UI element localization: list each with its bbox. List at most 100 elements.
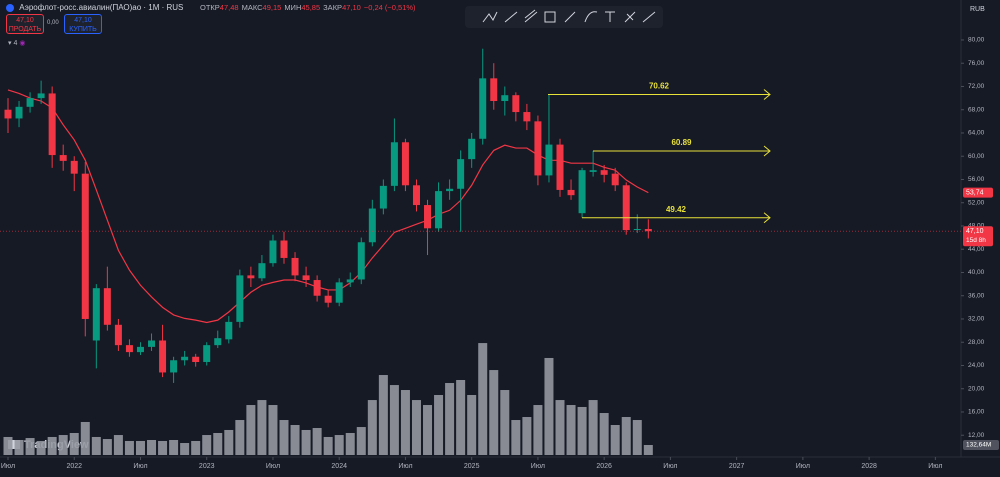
candle-body [545, 144, 553, 176]
countdown: 15d 8h [966, 237, 986, 244]
volume-bar [268, 405, 278, 455]
candle-body [501, 95, 509, 102]
candle-body [291, 257, 299, 276]
tool-text[interactable] [605, 11, 615, 22]
candle-body [4, 109, 12, 119]
ohlc-value: 49,15 [262, 3, 282, 12]
annotation-label: 60.89 [671, 138, 692, 147]
volume-bar [257, 400, 267, 455]
candle-body [633, 229, 641, 231]
candle-body [81, 173, 89, 319]
volume-bar [577, 406, 587, 455]
y-tick-label: 44,00 [968, 246, 985, 253]
volume-bar [621, 417, 631, 455]
candle-body [335, 282, 343, 303]
candle-body [236, 275, 244, 322]
symbol: Аэрофлот-росс.авиалин(ПАО)ао · 1М · RUS [19, 3, 184, 12]
candle-body [446, 188, 454, 192]
x-tick-label: 2024 [331, 463, 347, 470]
tool-line[interactable] [504, 11, 518, 23]
candle-body [424, 205, 432, 229]
volume-bar [102, 439, 112, 455]
volume-bar [500, 390, 510, 455]
candle-body [611, 173, 619, 186]
sell-button[interactable]: 47,10 ПРОДАТЬ [6, 14, 44, 34]
candle-body [92, 288, 100, 341]
y-tick-label: 72,00 [968, 83, 985, 90]
tool-channel[interactable] [524, 9, 538, 23]
y-tick-label: 60,00 [968, 153, 985, 160]
buy-button[interactable]: 47,10 КУПИТЬ [64, 14, 102, 34]
candle-body [390, 142, 398, 186]
candle-body [567, 189, 575, 196]
tool-curve[interactable] [584, 11, 598, 23]
y-tick-label: 24,00 [968, 362, 985, 369]
volume-bar [588, 400, 598, 455]
volume-bar [411, 400, 421, 455]
volume-bar [169, 439, 179, 455]
volume-bar [566, 405, 576, 455]
volume-bar [80, 421, 90, 455]
tool-brush[interactable] [564, 11, 576, 23]
volume-bar [434, 394, 444, 455]
y-tick-label: 36,00 [968, 292, 985, 299]
annotation-arrow [763, 212, 771, 224]
candle-body [280, 240, 288, 258]
volume-bar [367, 400, 377, 455]
volume-bar [445, 383, 455, 455]
candle-body [258, 263, 266, 279]
candle-body [578, 170, 586, 214]
tool-measure[interactable] [624, 11, 636, 23]
drawing-toolbar [465, 6, 663, 28]
candle-body [125, 345, 133, 353]
y-tick-label: 80,00 [968, 37, 985, 44]
candle-body [269, 240, 277, 264]
ohlc-key: МАКС [241, 3, 263, 12]
volume-bar [202, 435, 212, 455]
x-tick-label: 2027 [729, 463, 745, 470]
ohlc-key: ЗАКР [323, 3, 343, 12]
volume-bar [3, 436, 13, 455]
candle-body [225, 321, 233, 340]
volume-bar [345, 432, 355, 455]
tool-path[interactable] [482, 11, 498, 23]
volume-bar [389, 385, 399, 455]
candle-body [114, 324, 122, 346]
volume-bar [610, 424, 620, 455]
volume-bar [25, 438, 35, 455]
volume-bar [213, 432, 223, 455]
ma-value-box [963, 187, 993, 198]
y-tick-label: 16,00 [968, 409, 985, 416]
volume-bar [478, 343, 488, 455]
indicators-toggle[interactable]: ▾ 4 ◉ [8, 40, 26, 47]
candle-body [490, 78, 498, 102]
ohlc-value: −0,24 (−0,51%) [363, 3, 416, 12]
volume-bar [400, 390, 410, 455]
x-tick-label: 2022 [66, 463, 82, 470]
volume-value-box [963, 440, 999, 451]
sell-label: ПРОДАТЬ [8, 26, 42, 33]
volume-bar [279, 420, 289, 455]
x-tick-label: Июл [133, 463, 147, 470]
volume-bar [467, 394, 477, 455]
volume-bar [522, 417, 532, 455]
volume-bar [312, 428, 322, 455]
tool-ray[interactable] [642, 11, 656, 23]
tool-rect[interactable] [544, 11, 556, 23]
candle-body [600, 170, 608, 175]
volume-bar [643, 445, 653, 455]
candle-body [136, 346, 144, 353]
x-tick-label: Июл [928, 463, 942, 470]
volume-bar [180, 443, 190, 455]
candle-body [468, 138, 476, 160]
candle-body [479, 78, 487, 139]
candle-body [59, 155, 67, 161]
volume-bar [124, 440, 134, 455]
annotation: 70.62 [548, 82, 771, 100]
volume-value-label: 132,64M [966, 442, 991, 449]
sell-price: 47,10 [16, 17, 34, 24]
candle-body [247, 275, 255, 279]
currency[interactable]: RUB [970, 6, 985, 13]
volume-bar [58, 435, 68, 455]
volume-bar [47, 436, 57, 455]
